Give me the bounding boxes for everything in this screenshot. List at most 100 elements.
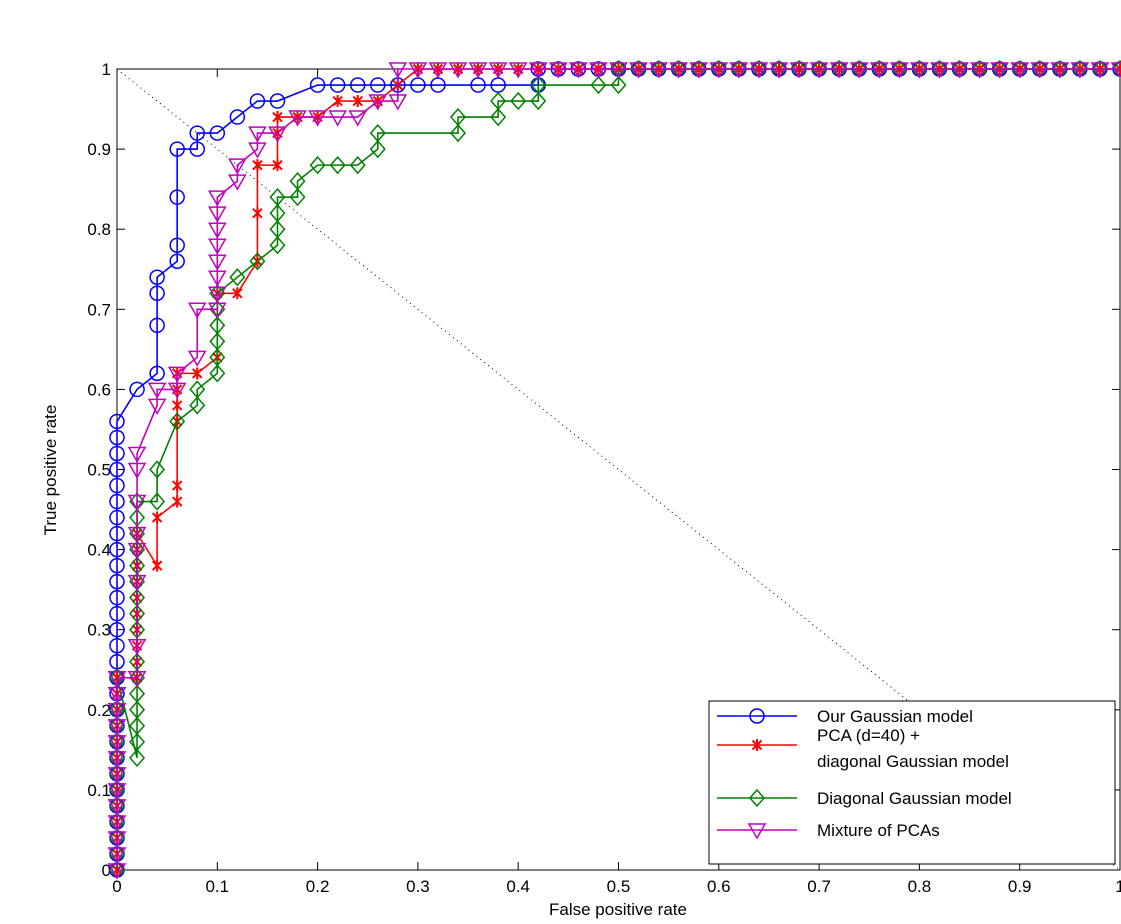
data-point bbox=[272, 111, 283, 124]
data-point bbox=[127, 446, 147, 463]
data-point bbox=[192, 367, 203, 380]
x-tick-label: 0.7 bbox=[807, 877, 831, 896]
data-point bbox=[109, 509, 125, 526]
data-point bbox=[208, 238, 227, 255]
data-point bbox=[329, 155, 346, 175]
tick-labels: 0 0.1 0.2 0.3 0.4 0.5 0.6 0.7 0.8 0.9 1 0 0.1 0.2 0.3 0… bbox=[87, 60, 1121, 896]
data-point bbox=[349, 77, 366, 93]
data-point bbox=[107, 767, 127, 784]
data-point bbox=[129, 732, 146, 751]
data-point bbox=[508, 62, 528, 79]
data-point bbox=[109, 477, 125, 494]
data-point bbox=[187, 350, 207, 367]
data-point bbox=[107, 799, 127, 816]
data-point bbox=[629, 62, 648, 79]
data-point bbox=[129, 381, 145, 398]
y-tick-label: 0 bbox=[102, 861, 111, 880]
data-point bbox=[689, 62, 709, 79]
data-point bbox=[609, 62, 628, 79]
data-point bbox=[169, 253, 185, 269]
data-point bbox=[448, 62, 468, 79]
legend-marker bbox=[747, 823, 767, 840]
data-point bbox=[208, 286, 227, 303]
data-point bbox=[208, 254, 227, 271]
data-point bbox=[910, 62, 929, 79]
y-tick-label: 0.4 bbox=[87, 541, 111, 560]
data-point bbox=[167, 382, 187, 399]
data-point bbox=[269, 236, 286, 255]
data-point bbox=[1050, 62, 1070, 79]
data-point bbox=[208, 302, 227, 319]
legend-label: diagonal Gaussian model bbox=[817, 752, 1009, 771]
data-point bbox=[109, 541, 125, 558]
data-point bbox=[107, 815, 127, 832]
data-point bbox=[169, 237, 185, 253]
data-point bbox=[428, 62, 448, 79]
data-point bbox=[930, 62, 949, 79]
data-point bbox=[769, 62, 789, 79]
legend-marker bbox=[751, 739, 763, 751]
legend-box bbox=[708, 700, 1116, 865]
data-point bbox=[109, 589, 125, 606]
x-tick-label: 0.4 bbox=[506, 877, 530, 896]
data-point bbox=[127, 574, 147, 592]
legend-marker bbox=[749, 788, 765, 808]
data-point bbox=[209, 364, 226, 383]
data-point bbox=[268, 126, 287, 143]
data-point bbox=[189, 125, 205, 141]
y-axis-label: True positive rate bbox=[41, 405, 60, 536]
data-point bbox=[151, 511, 163, 524]
data-point bbox=[249, 93, 266, 109]
data-point bbox=[127, 494, 147, 512]
y-tick-label: 0.3 bbox=[87, 621, 111, 640]
data-point bbox=[149, 317, 165, 334]
x-axis-label: False positive rate bbox=[549, 900, 687, 919]
data-point bbox=[370, 77, 386, 93]
data-point bbox=[109, 445, 125, 462]
data-point bbox=[109, 573, 125, 590]
data-point bbox=[1090, 62, 1110, 79]
data-point bbox=[228, 158, 247, 175]
data-point bbox=[488, 62, 508, 79]
data-point bbox=[107, 751, 127, 768]
data-point bbox=[388, 94, 408, 111]
data-point bbox=[127, 638, 147, 656]
data-point bbox=[729, 62, 749, 79]
data-point bbox=[149, 460, 166, 479]
data-point bbox=[368, 94, 388, 111]
y-tick-label: 0.8 bbox=[87, 220, 111, 239]
y-tick-label: 0.1 bbox=[87, 781, 111, 800]
data-point bbox=[328, 110, 347, 127]
data-point bbox=[167, 366, 187, 383]
y-tick-label: 0.2 bbox=[87, 701, 111, 720]
x-tick-label: 0.9 bbox=[1008, 877, 1032, 896]
data-point bbox=[127, 542, 147, 560]
data-point bbox=[332, 95, 343, 108]
data-point bbox=[229, 268, 246, 287]
data-point bbox=[147, 398, 167, 415]
data-point bbox=[749, 62, 769, 79]
data-point bbox=[369, 139, 386, 159]
data-point bbox=[107, 703, 127, 720]
data-point bbox=[171, 479, 183, 492]
data-point bbox=[709, 62, 729, 79]
data-point bbox=[352, 95, 363, 108]
x-tick-label: 0.2 bbox=[306, 877, 330, 896]
data-point bbox=[269, 220, 286, 239]
data-point bbox=[610, 75, 627, 95]
x-tick-label: 0.8 bbox=[908, 877, 932, 896]
data-point bbox=[408, 62, 428, 79]
data-point bbox=[468, 62, 488, 79]
data-point bbox=[510, 91, 527, 111]
data-point bbox=[252, 207, 263, 220]
y-tick-label: 0.7 bbox=[87, 300, 111, 319]
data-point bbox=[109, 429, 125, 446]
data-point bbox=[490, 91, 507, 111]
data-point bbox=[388, 62, 408, 79]
data-point bbox=[490, 107, 507, 127]
data-point bbox=[869, 62, 889, 79]
data-point bbox=[530, 91, 547, 111]
data-point bbox=[530, 75, 547, 95]
data-point bbox=[269, 204, 286, 223]
data-point bbox=[129, 748, 146, 767]
